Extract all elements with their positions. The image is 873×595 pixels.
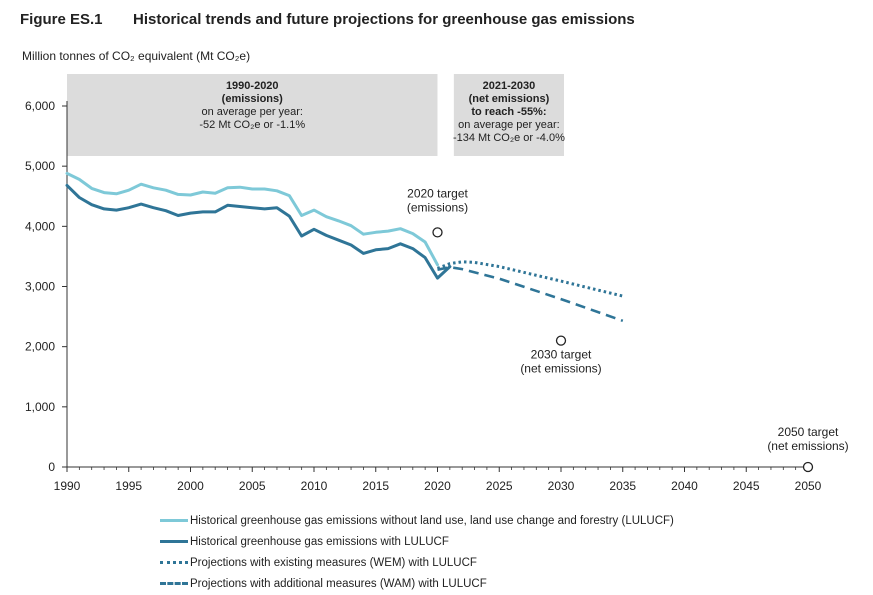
legend-item: Historical greenhouse gas emissions with… [160, 531, 674, 552]
legend-label: Historical greenhouse gas emissions with… [190, 535, 449, 548]
x-tick-label: 1990 [54, 479, 81, 493]
x-tick-label: 2045 [733, 479, 760, 493]
legend-label: Projections with additional measures (WA… [190, 577, 487, 590]
y-tick-label: 4,000 [25, 219, 55, 233]
annotation-line2: -52 Mt CO₂e or -1.1% [199, 119, 305, 131]
y-tick-label: 2,000 [25, 340, 55, 354]
legend-swatch-hist-no-lulucf [160, 519, 188, 522]
y-tick-label: 3,000 [25, 280, 55, 294]
annotation-shade [67, 74, 438, 156]
annotation-shades: 1990-2020(emissions)on average per year:… [67, 74, 565, 156]
x-tick-label: 2035 [609, 479, 636, 493]
annotation-shade [453, 74, 564, 156]
target-marker [555, 335, 567, 346]
y-tick-label: 0 [48, 460, 55, 474]
x-tick-label: 1995 [115, 479, 142, 493]
x-tick-label: 2040 [671, 479, 698, 493]
axes: 0 1,000 2,000 3,000 4,000 5,000 6,000 1990 1995 2… [25, 99, 822, 493]
legend-item: Projections with additional measures (WA… [160, 573, 674, 594]
series-hist-lulucf [65, 183, 452, 280]
target-marker [432, 227, 443, 238]
series-hist-no-lulucf [65, 171, 439, 267]
legend-swatch-wam [160, 582, 188, 585]
y-axis-unit: Million tonnes of CO₂ equivalent (Mt CO₂… [22, 49, 251, 63]
target-sublabel: (net emissions) [767, 439, 848, 453]
annotation-title: 2021-2030 [483, 80, 536, 92]
target-markers: 2020 target(emissions)2030 target(net em… [407, 186, 849, 473]
x-tick-label: 2050 [795, 479, 822, 493]
x-tick-label: 2030 [548, 479, 575, 493]
legend-label: Historical greenhouse gas emissions with… [190, 514, 674, 527]
legend-swatch-hist-lulucf [160, 540, 188, 543]
x-tick-label: 2025 [486, 479, 513, 493]
x-tick-label: 2010 [301, 479, 328, 493]
target-marker [802, 461, 814, 473]
series-lines [65, 171, 624, 323]
legend-label: Projections with existing measures (WEM)… [190, 556, 477, 569]
figure-title: Historical trends and future projections… [133, 11, 635, 28]
target-sublabel: (emissions) [407, 200, 468, 214]
target-label: 2050 target [778, 425, 839, 439]
annotation-subtitle2: to reach -55%: [471, 106, 546, 118]
legend: Historical greenhouse gas emissions with… [160, 510, 674, 594]
y-tick-label: 5,000 [25, 159, 55, 173]
series-wem [436, 260, 624, 298]
annotation-title: 1990-2020 [226, 80, 279, 92]
x-tick-label: 2005 [239, 479, 266, 493]
annotation-line2: -134 Mt CO₂e or -4.0% [453, 132, 565, 144]
x-tick-label: 2015 [362, 479, 389, 493]
x-tick-label: 2020 [424, 479, 451, 493]
annotation-subtitle: (net emissions) [469, 93, 550, 105]
annotation-subtitle: (emissions) [222, 93, 283, 105]
figure-label: Figure ES.1 [20, 11, 103, 28]
y-tick-label: 1,000 [25, 400, 55, 414]
target-label: 2030 target [531, 348, 592, 362]
legend-item: Projections with existing measures (WEM)… [160, 552, 674, 573]
annotation-line1: on average per year: [458, 119, 560, 131]
y-tick-label: 6,000 [25, 99, 55, 113]
x-tick-label: 2000 [177, 479, 204, 493]
legend-swatch-wem [160, 561, 188, 564]
annotation-line1: on average per year: [201, 106, 303, 118]
legend-item: Historical greenhouse gas emissions with… [160, 510, 674, 531]
target-label: 2020 target [407, 186, 468, 200]
target-sublabel: (net emissions) [520, 362, 601, 376]
